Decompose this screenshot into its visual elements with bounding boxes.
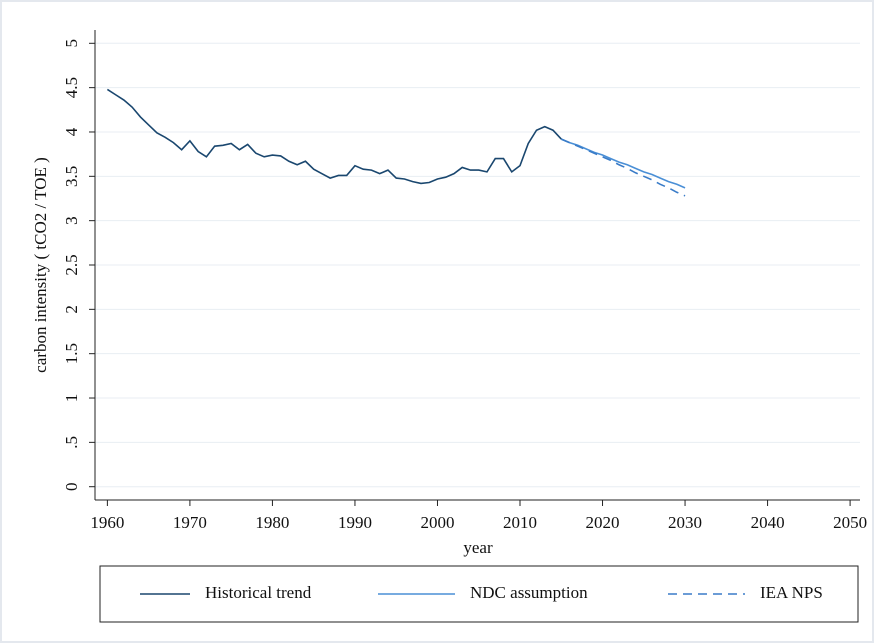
y-tick-label: 2.5	[62, 254, 81, 275]
x-tick-label: 1990	[338, 513, 372, 532]
y-tick-label: 4	[62, 127, 81, 136]
y-tick-label: .5	[62, 436, 81, 449]
x-tick-label: 1970	[173, 513, 207, 532]
y-axis-label: carbon intensity ( tCO2 / TOE )	[31, 157, 50, 373]
y-tick-label: 0	[62, 482, 81, 491]
y-tick-label: 4.5	[62, 77, 81, 98]
legend-label: NDC assumption	[470, 583, 588, 602]
x-tick-label: 2010	[503, 513, 537, 532]
y-tick-label: 1.5	[62, 343, 81, 364]
legend-label: IEA NPS	[760, 583, 823, 602]
series-line	[560, 138, 686, 189]
legend-label: Historical trend	[205, 583, 312, 602]
y-tick-label: 2	[62, 305, 81, 314]
x-tick-label: 1960	[90, 513, 124, 532]
x-tick-label: 2050	[833, 513, 867, 532]
y-tick-label: 3.5	[62, 166, 81, 187]
series-line	[106, 88, 562, 185]
y-tick-label: 3	[62, 216, 81, 225]
x-tick-label: 2020	[586, 513, 620, 532]
y-tick-label: 5	[62, 39, 81, 48]
x-tick-label: 2030	[668, 513, 702, 532]
y-tick-label: 1	[62, 394, 81, 403]
x-tick-label: 2040	[751, 513, 785, 532]
series-line	[560, 138, 686, 197]
x-tick-label: 2000	[420, 513, 454, 532]
x-axis-label: year	[463, 538, 493, 557]
x-tick-label: 1980	[255, 513, 289, 532]
